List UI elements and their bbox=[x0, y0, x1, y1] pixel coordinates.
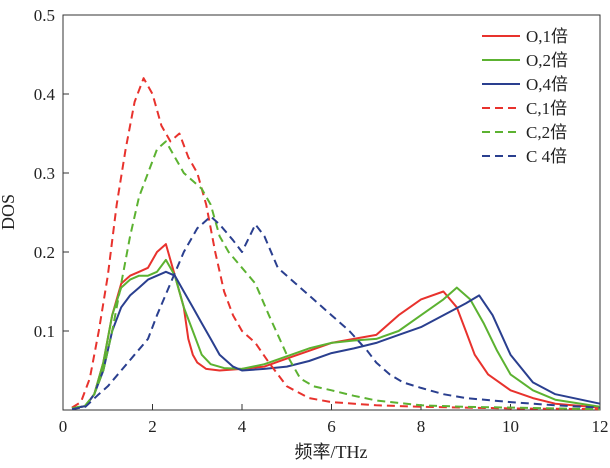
x-tick-label: 6 bbox=[327, 417, 336, 436]
legend: O,1倍 O,2倍 O,4倍 C,1倍 C,2倍 C 4倍 bbox=[482, 27, 568, 166]
series-line-4 bbox=[71, 77, 601, 411]
legend-label: O,2倍 bbox=[526, 51, 568, 70]
plot-frame bbox=[62, 14, 601, 411]
legend-label: C 4倍 bbox=[526, 147, 567, 166]
x-axis-title: 频率/THz bbox=[295, 442, 368, 462]
x-tick-label: 8 bbox=[417, 417, 426, 436]
x-tick-label: 2 bbox=[148, 417, 157, 436]
x-tick-label: 4 bbox=[238, 417, 247, 436]
y-tick-label: 0.3 bbox=[34, 164, 55, 183]
x-tick-label: 0 bbox=[59, 417, 68, 436]
legend-label: O,4倍 bbox=[526, 75, 568, 94]
series-line-1 bbox=[71, 243, 601, 410]
series-lines bbox=[71, 77, 601, 411]
legend-label: C,2倍 bbox=[526, 123, 567, 142]
legend-label: O,1倍 bbox=[526, 27, 568, 46]
x-tick-label: 12 bbox=[592, 417, 609, 436]
y-tick-label: 0.2 bbox=[34, 243, 55, 262]
series-line-6 bbox=[71, 215, 601, 411]
series-line-2 bbox=[71, 258, 601, 410]
series-line-5 bbox=[71, 140, 601, 411]
legend-label: C,1倍 bbox=[526, 99, 567, 118]
y-axis-ticks: 0.1 0.2 0.3 0.4 0.5 bbox=[34, 6, 69, 341]
y-tick-label: 0.1 bbox=[34, 322, 55, 341]
y-axis-title: DOS bbox=[0, 194, 18, 230]
y-tick-label: 0.4 bbox=[34, 85, 56, 104]
x-tick-label: 10 bbox=[502, 417, 519, 436]
y-tick-label: 0.5 bbox=[34, 6, 55, 25]
series-line-3 bbox=[71, 270, 601, 410]
x-axis-ticks: 0 2 4 6 8 10 12 bbox=[59, 404, 609, 436]
